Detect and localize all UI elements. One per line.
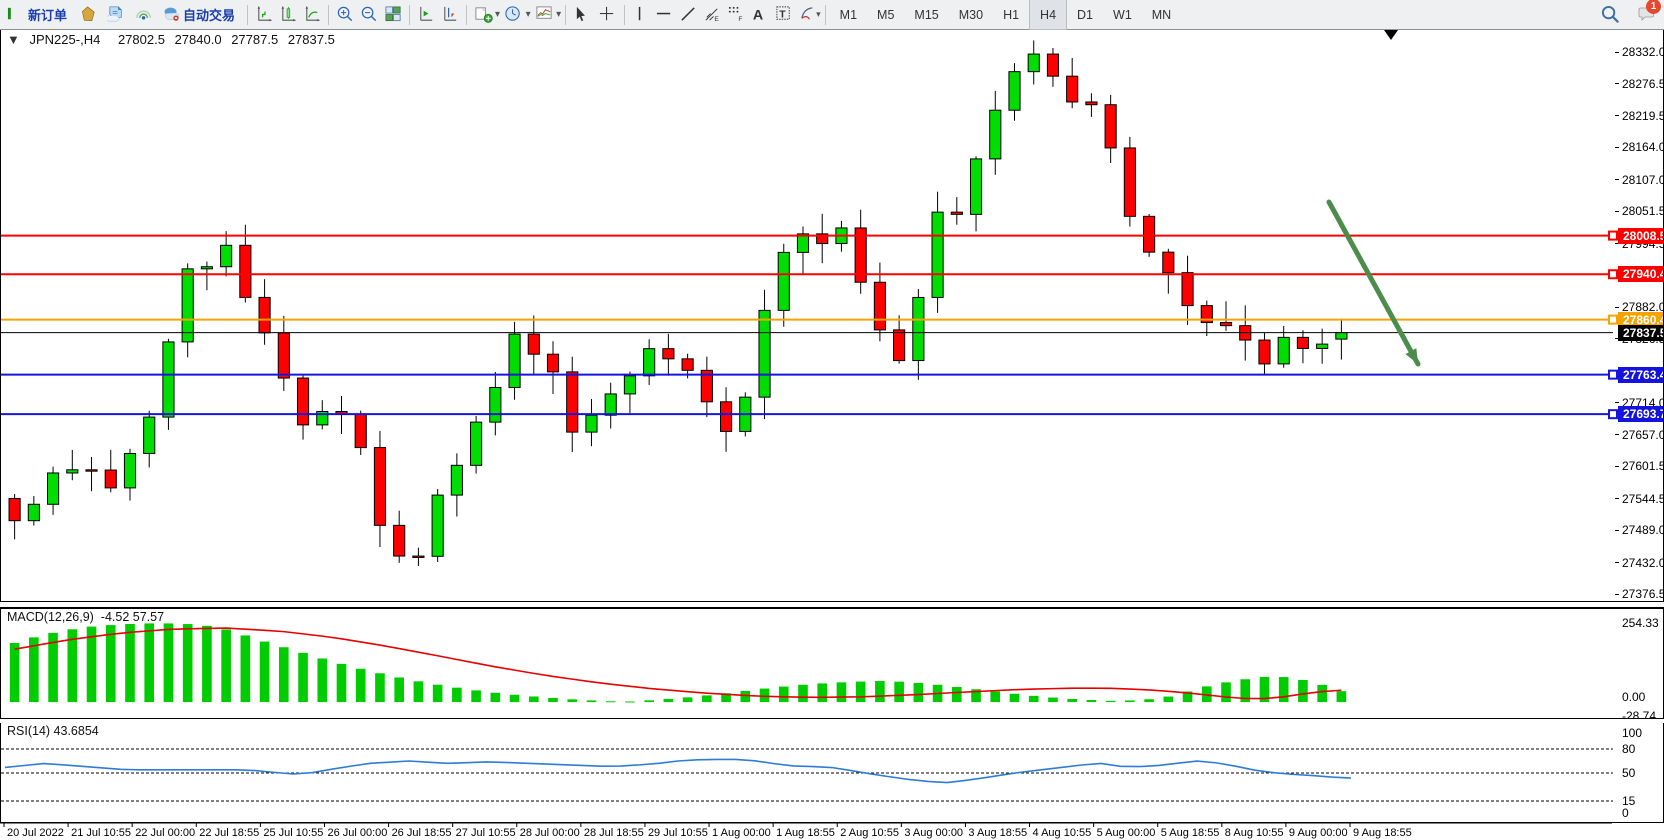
svg-text:9 Aug 18:55: 9 Aug 18:55 [1353, 827, 1412, 839]
svg-text:3 Aug 00:00: 3 Aug 00:00 [904, 827, 963, 839]
svg-text:4 Aug 10:55: 4 Aug 10:55 [1033, 827, 1092, 839]
svg-text:28 Jul 00:00: 28 Jul 00:00 [520, 827, 580, 839]
svg-text:3 Aug 18:55: 3 Aug 18:55 [968, 827, 1027, 839]
svg-text:2 Aug 10:55: 2 Aug 10:55 [840, 827, 899, 839]
svg-text:T: T [779, 9, 786, 20]
svg-text:20 Jul 2022: 20 Jul 2022 [7, 827, 64, 839]
svg-text:A: A [753, 7, 763, 23]
svg-text:27 Jul 10:55: 27 Jul 10:55 [456, 827, 516, 839]
svg-text:5 Aug 18:55: 5 Aug 18:55 [1161, 827, 1220, 839]
svg-text:8 Aug 10:55: 8 Aug 10:55 [1225, 827, 1284, 839]
svg-text:25 Jul 10:55: 25 Jul 10:55 [263, 827, 323, 839]
svg-text:E: E [715, 16, 720, 23]
svg-text:22 Jul 18:55: 22 Jul 18:55 [199, 827, 259, 839]
svg-text:26 Jul 00:00: 26 Jul 00:00 [327, 827, 387, 839]
svg-text:26 Jul 18:55: 26 Jul 18:55 [392, 827, 452, 839]
svg-text:28 Jul 18:55: 28 Jul 18:55 [584, 827, 644, 839]
svg-text:1 Aug 18:55: 1 Aug 18:55 [776, 827, 835, 839]
svg-text:22 Jul 00:00: 22 Jul 00:00 [135, 827, 195, 839]
svg-text:5 Aug 00:00: 5 Aug 00:00 [1097, 827, 1156, 839]
svg-text:29 Jul 10:55: 29 Jul 10:55 [648, 827, 708, 839]
svg-text:F: F [739, 16, 743, 23]
svg-text:1 Aug 00:00: 1 Aug 00:00 [712, 827, 771, 839]
svg-text:21 Jul 10:55: 21 Jul 10:55 [71, 827, 131, 839]
svg-text:9 Aug 00:00: 9 Aug 00:00 [1289, 827, 1348, 839]
